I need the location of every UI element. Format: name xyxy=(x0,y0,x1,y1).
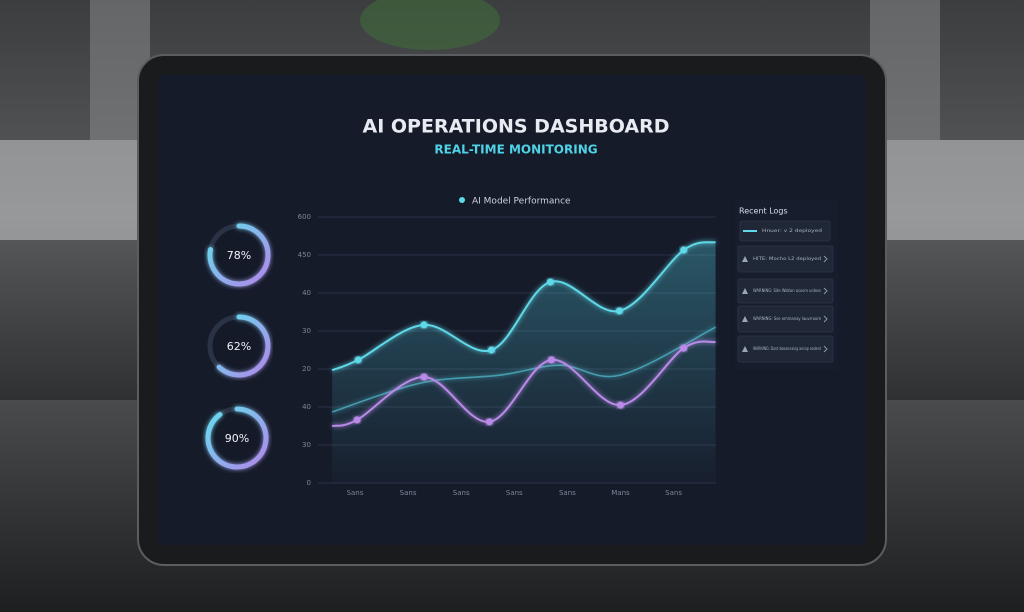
dashboard-title: AI OPERATIONS DASHBOARD xyxy=(363,116,670,138)
x-tick-label: Mans xyxy=(611,489,630,497)
y-tick-label: 40 xyxy=(302,289,311,297)
log-item xyxy=(737,335,834,363)
data-point xyxy=(487,346,495,354)
chevron xyxy=(823,315,828,323)
dashboard-subtitle: REAL-TIME MONITORING xyxy=(434,143,597,157)
series-line xyxy=(331,241,716,372)
series-line xyxy=(331,326,716,413)
x-tick-label: Sans xyxy=(559,489,576,497)
data-point xyxy=(420,321,428,329)
data-point xyxy=(680,246,688,254)
y-tick-label: 30 xyxy=(302,327,311,335)
chevron xyxy=(823,255,828,263)
x-tick-label: Sans xyxy=(453,489,470,497)
log-indicator xyxy=(743,230,757,232)
log-icon xyxy=(742,288,748,294)
legend-label: AI Model Performance xyxy=(472,197,571,207)
data-point xyxy=(485,418,493,426)
log-item xyxy=(737,245,834,273)
chevron xyxy=(823,345,828,353)
log-icon xyxy=(742,316,748,322)
legend-dot xyxy=(459,197,465,203)
data-point xyxy=(420,373,428,381)
data-point xyxy=(354,356,362,364)
y-tick-label: 450 xyxy=(298,251,311,259)
log-icon xyxy=(742,256,748,262)
gauge-arc xyxy=(205,406,269,470)
gauge-label: 78% xyxy=(227,249,251,262)
gauge-arc xyxy=(207,223,271,287)
data-point xyxy=(547,356,555,364)
data-point xyxy=(546,278,554,286)
data-point xyxy=(615,307,623,315)
logs-title: Recent Logs xyxy=(739,207,788,216)
log-item xyxy=(737,305,834,333)
x-tick-label: Sans xyxy=(347,489,364,497)
y-tick-label: 0 xyxy=(307,479,311,487)
data-point xyxy=(353,416,361,424)
log-text: HITE: Mocho L2 deployed xyxy=(753,256,821,261)
x-tick-label: Sans xyxy=(506,489,523,497)
log-text: Hnuer: v 2 deployed xyxy=(762,228,822,233)
y-tick-label: 600 xyxy=(298,213,311,221)
log-item xyxy=(739,220,831,242)
y-tick-label: 40 xyxy=(302,403,311,411)
log-item xyxy=(737,278,834,304)
plant xyxy=(360,0,500,50)
log-text: WARNING: Dont doeannaing ansnp eodent xyxy=(753,346,821,351)
data-point xyxy=(680,344,688,352)
series-area xyxy=(332,242,716,483)
chevron xyxy=(823,287,828,295)
log-text: WARNING: Sse emmanay lauvrroom xyxy=(753,316,821,321)
y-tick-label: 20 xyxy=(302,365,311,373)
log-icon xyxy=(742,346,748,352)
series-line xyxy=(331,340,716,427)
gauge-label: 90% xyxy=(225,432,249,445)
data-point xyxy=(617,401,624,409)
gauge-label: 62% xyxy=(227,340,251,353)
y-tick-label: 30 xyxy=(302,441,311,449)
x-tick-label: Sans xyxy=(665,489,682,497)
log-text: WARNING: Site Wation acosm unless xyxy=(753,288,821,293)
gauge-arc xyxy=(216,314,271,378)
x-tick-label: Sans xyxy=(400,489,417,497)
